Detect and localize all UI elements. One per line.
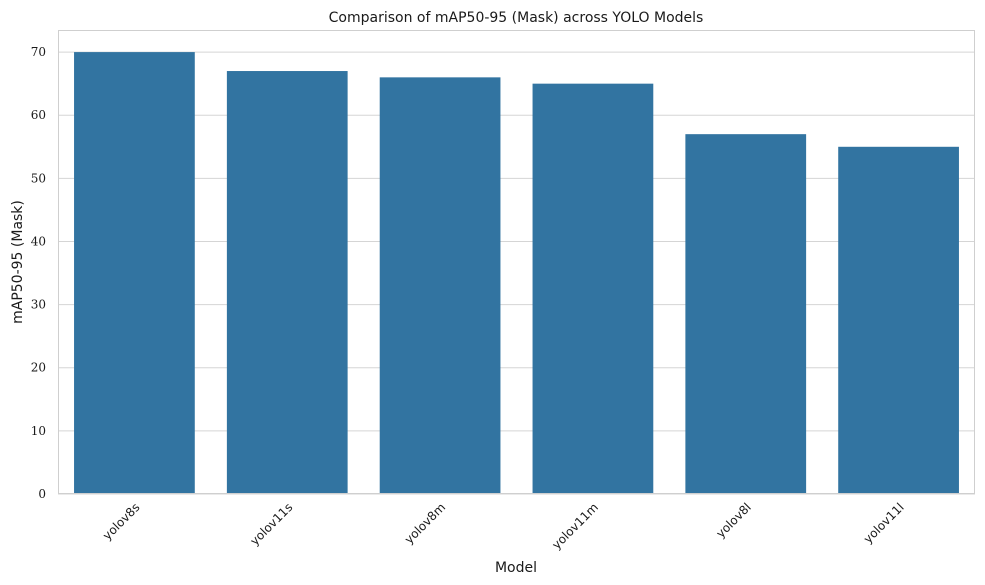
bar-yolov8s [74,52,195,494]
bar-yolov11m [532,83,654,495]
bar-yolov8m [379,77,501,495]
x-tick-label: yolov8s [100,500,143,543]
y-tick-label: 0 [38,487,46,501]
x-tick-label: yolov11s [247,500,295,548]
y-tick-label: 50 [31,171,46,185]
x-tick-label: yolov11l [861,500,907,546]
x-tick-label: yolov11m [549,500,601,552]
y-tick-label: 60 [31,108,46,122]
grid-lines [58,51,975,495]
y-axis-label: mAP50-95 (Mask) [10,200,26,324]
chart-title: Comparison of mAP50-95 (Mask) across YOL… [329,10,704,26]
x-tick-label: yolov8m [402,500,448,546]
bar-yolov11s [226,71,348,495]
y-tick-label: 70 [31,45,46,59]
y-tick-label: 10 [31,424,46,438]
y-tick-label: 40 [31,234,46,248]
y-tick-labels: 0 10 20 30 40 50 60 70 [31,45,46,501]
bars [74,52,959,495]
x-tick-labels: yolov8s yolov11s yolov8m yolov11m yolov8l yol… [100,500,907,552]
y-tick-label: 30 [31,298,46,312]
y-tick-label: 20 [31,361,46,375]
bar-yolov8l [685,134,807,494]
bar-yolov11l [838,146,959,494]
x-tick-label: yolov8l [713,500,753,540]
plot-frame [58,30,975,494]
x-axis-label: Model [495,560,537,576]
